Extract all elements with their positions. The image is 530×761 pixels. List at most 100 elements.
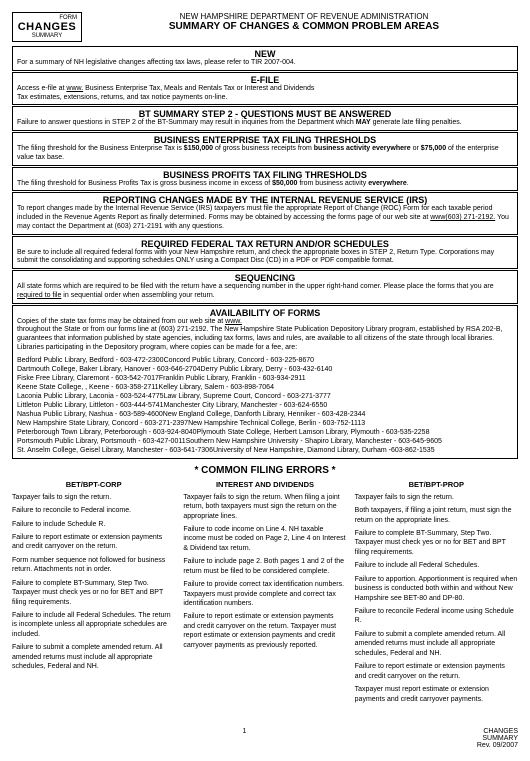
dept-title: NEW HAMPSHIRE DEPARTMENT OF REVENUE ADMI… <box>90 12 518 21</box>
library-row: New Hampshire State Library, Concord - 6… <box>17 419 513 428</box>
library-row: Fiske Free Library, Claremont - 603-542-… <box>17 374 513 383</box>
section-bpt-body: The filing threshold for Business Profit… <box>17 180 513 189</box>
section-avail-title: AVAILABILITY OF FORMS <box>17 308 513 318</box>
common-filing-errors-title: * COMMON FILING ERRORS * <box>12 465 518 476</box>
section-fed-body: Be sure to include all required federal … <box>17 249 513 267</box>
error-item: Form number sequence not followed for bu… <box>12 556 175 575</box>
library-row: Laconia Public Library, Laconia - 603-52… <box>17 392 513 401</box>
section-efile-title: E-FILE <box>17 75 513 85</box>
changes-label: CHANGES <box>17 21 77 33</box>
efile-link: www. <box>66 85 83 92</box>
error-item: Taxpayer fails to sign the return. <box>355 493 518 502</box>
error-item: Failure to report estimate or extension … <box>183 612 346 650</box>
form-changes-box: FORM CHANGES SUMMARY <box>12 12 82 42</box>
library-row: Bedford Public Library, Bedford - 603-47… <box>17 356 513 365</box>
section-new: NEW For a summary of NH legislative chan… <box>12 46 518 71</box>
col2-body: Taxpayer fails to sign the return. When … <box>183 493 346 651</box>
col3-title: BET/BPT-PROP <box>355 480 518 490</box>
error-item: Failure to provide correct tax identific… <box>183 580 346 608</box>
irs-body: To report changes made by the Internal R… <box>17 205 492 221</box>
section-seq-body: All state forms which are required to be… <box>17 283 513 301</box>
section-bet: BUSINESS ENTERPRISE TAX FILING THRESHOLD… <box>12 132 518 166</box>
irs-link: www(603) 271-2192. <box>430 214 495 221</box>
bet-bold1: business activity everywhere <box>314 145 411 152</box>
section-fed: REQUIRED FEDERAL TAX RETURN AND/OR SCHED… <box>12 236 518 270</box>
bt2-body1: Failure to answer questions in STEP 2 of… <box>17 119 356 126</box>
seq-b2: in sequential order when assembling your… <box>61 292 214 299</box>
col2-title: INTEREST AND DIVIDENDS <box>183 480 346 490</box>
footer: 1 CHANGES SUMMARY Rev. 09/2007 <box>12 728 518 749</box>
bt2-body2: generate late filing penalties. <box>371 119 462 126</box>
bpt-bold: everywhere <box>368 180 407 187</box>
library-row: St. Anselm College, Geisel Library, Manc… <box>17 446 513 455</box>
error-item: Both taxpayers, if filing a joint return… <box>355 506 518 525</box>
col3-body: Taxpayer fails to sign the return. Both t… <box>355 493 518 704</box>
bet-b2: of gross business receipts from <box>213 145 314 152</box>
error-item: Failure to submit a complete amended ret… <box>355 630 518 658</box>
error-item: Failure to include page 2. Both pages 1 … <box>183 557 346 576</box>
avail-intro2: throughout the State or from our forms l… <box>17 326 502 351</box>
section-efile-body: Access e-file at www. Business Enterpris… <box>17 85 513 103</box>
section-bet-body: The filing threshold for the Business En… <box>17 145 513 163</box>
error-item: Taxpayer fails to sign the return. <box>12 493 175 502</box>
section-irs-title: REPORTING CHANGES MADE BY THE INTERNAL R… <box>17 195 513 205</box>
section-seq: SEQUENCING All state forms which are req… <box>12 270 518 304</box>
col1-title: BET/BPT-CORP <box>12 480 175 490</box>
section-bet-title: BUSINESS ENTERPRISE TAX FILING THRESHOLD… <box>17 135 513 145</box>
library-row: Keene State College, , Keene - 603-358-2… <box>17 383 513 392</box>
error-item: Failure to report estimate or extension … <box>355 662 518 681</box>
avail-intro: Copies of the state tax forms may be obt… <box>17 318 225 325</box>
col-bet-bpt-prop: BET/BPT-PROP Taxpayer fails to sign the … <box>355 480 518 708</box>
section-avail-body: Copies of the state tax forms may be obt… <box>17 318 513 456</box>
error-item: Failure to complete BT-Summary, Step Two… <box>355 529 518 557</box>
section-avail: AVAILABILITY OF FORMS Copies of the stat… <box>12 305 518 459</box>
col1-body: Taxpayer fails to sign the return. Failur… <box>12 493 175 672</box>
header-titles: NEW HAMPSHIRE DEPARTMENT OF REVENUE ADMI… <box>90 12 518 32</box>
error-item: Failure to include Schedule R. <box>12 520 175 529</box>
page-number: 1 <box>242 728 246 749</box>
error-item: Failure to code income on Line 4. NH tax… <box>183 525 346 553</box>
error-item: Taxpayer must report estimate or extensi… <box>355 685 518 704</box>
library-row: Littleton Public Library, Littleton - 60… <box>17 401 513 410</box>
error-item: Failure to complete BT-Summary, Step Two… <box>12 579 175 607</box>
seq-b1: All state forms which are required to be… <box>17 283 494 290</box>
section-bt2-title: BT SUMMARY STEP 2 - QUESTIONS MUST BE AN… <box>17 109 513 119</box>
error-item: Failure to include all Federal Schedules… <box>355 561 518 570</box>
main-title: SUMMARY OF CHANGES & COMMON PROBLEM AREA… <box>90 21 518 32</box>
error-item: Failure to submit a complete amended ret… <box>12 643 175 671</box>
bet-amt1: $150,000 <box>184 145 213 152</box>
header: FORM CHANGES SUMMARY NEW HAMPSHIRE DEPAR… <box>12 12 518 42</box>
error-item: Taxpayer fails to sign the return. When … <box>183 493 346 521</box>
section-bpt: BUSINESS PROFITS TAX FILING THRESHOLDS T… <box>12 167 518 192</box>
avail-link: www. <box>225 318 242 325</box>
bpt-b1: The filing threshold for Business Profit… <box>17 180 272 187</box>
footer-r3: Rev. 09/2007 <box>477 742 518 749</box>
section-bt2: BT SUMMARY STEP 2 - QUESTIONS MUST BE AN… <box>12 106 518 131</box>
section-bpt-title: BUSINESS PROFITS TAX FILING THRESHOLDS <box>17 170 513 180</box>
section-fed-title: REQUIRED FEDERAL TAX RETURN AND/OR SCHED… <box>17 239 513 249</box>
section-new-title: NEW <box>17 49 513 59</box>
bpt-b3: . <box>407 180 409 187</box>
library-row: Nashua Public Library, Nashua - 603-589-… <box>17 410 513 419</box>
section-seq-title: SEQUENCING <box>17 273 513 283</box>
error-item: Failure to report estimate or extension … <box>12 533 175 552</box>
efile-line1b: Business Enterprise Tax, Meals and Renta… <box>83 85 314 92</box>
library-row: Peterborough Town Library, Peterborough … <box>17 428 513 437</box>
bet-b1: The filing threshold for the Business En… <box>17 145 184 152</box>
errors-columns: BET/BPT-CORP Taxpayer fails to sign the … <box>12 480 518 708</box>
page: FORM CHANGES SUMMARY NEW HAMPSHIRE DEPAR… <box>12 12 518 749</box>
col-interest-dividends: INTEREST AND DIVIDENDS Taxpayer fails to… <box>183 480 346 708</box>
error-item: Failure to include all Federal Schedules… <box>12 611 175 639</box>
error-item: Failure to apportion. Apportionment is r… <box>355 575 518 603</box>
bet-b3: or <box>411 145 421 152</box>
bpt-amt: $50,000 <box>272 180 297 187</box>
summary-label: SUMMARY <box>17 33 77 39</box>
section-bt2-body: Failure to answer questions in STEP 2 of… <box>17 119 513 128</box>
library-list: Bedford Public Library, Bedford - 603-47… <box>17 356 513 456</box>
section-efile: E-FILE Access e-file at www. Business En… <box>12 72 518 106</box>
library-row: Portsmouth Public Library, Portsmouth - … <box>17 437 513 446</box>
error-item: Failure to reconcile to Federal income. <box>12 506 175 515</box>
section-irs-body: To report changes made by the Internal R… <box>17 205 513 231</box>
col-bet-bpt-corp: BET/BPT-CORP Taxpayer fails to sign the … <box>12 480 175 708</box>
footer-r1: CHANGES <box>477 728 518 735</box>
